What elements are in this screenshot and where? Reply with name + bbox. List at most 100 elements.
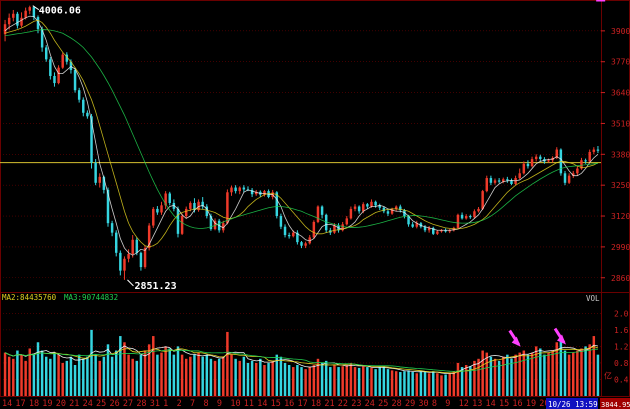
candle-body: [119, 252, 122, 271]
volume-bar: [168, 348, 171, 396]
volume-bar: [563, 350, 567, 396]
volume-bar: [485, 352, 489, 396]
date-tick-label: 15: [271, 399, 281, 409]
volume-bar: [543, 354, 546, 396]
date-tick-label: 28: [136, 399, 146, 409]
volume-bar: [518, 352, 521, 396]
candle-body: [205, 206, 209, 217]
ma-line-ma20: [5, 29, 598, 229]
candle-body: [168, 193, 171, 203]
date-tick-label: 21: [324, 399, 334, 409]
volume-bar: [419, 371, 423, 396]
date-tick-label: 29: [405, 399, 415, 409]
candle-body: [184, 208, 188, 217]
volume-bar: [551, 350, 554, 396]
candle-body: [502, 179, 505, 182]
volume-bar: [147, 344, 151, 396]
volume-bar: [152, 336, 155, 396]
candle-body: [77, 90, 81, 100]
candle-body: [292, 232, 295, 237]
candle-body: [44, 47, 48, 60]
volume-bar: [386, 369, 390, 396]
candle-body: [362, 204, 365, 212]
date-tick-label: 19: [42, 399, 52, 409]
candle-body: [415, 223, 419, 227]
candle-body: [114, 232, 118, 253]
date-tick-label: 14: [486, 399, 496, 409]
candle-body: [61, 54, 64, 68]
volume-bar: [172, 354, 176, 396]
volume-bar: [452, 371, 456, 396]
volume-bar: [390, 370, 394, 396]
candle-body: [57, 67, 60, 84]
volume-bar: [481, 350, 484, 396]
candle-body: [316, 206, 320, 222]
volume-bar: [7, 356, 11, 396]
candle-body: [7, 17, 11, 25]
volume-arrow-head: [511, 336, 521, 347]
candle-body: [382, 207, 386, 212]
volume-bar: [16, 350, 19, 396]
candle-body: [464, 216, 468, 219]
volume-bar: [539, 348, 542, 396]
high-label: 4006.06: [39, 6, 81, 17]
candle-body: [386, 211, 390, 214]
candle-body: [592, 149, 596, 152]
volume-bar: [394, 371, 398, 396]
volume-bar: [139, 354, 143, 396]
date-tick-label: 25: [378, 399, 388, 409]
status-time: 10/26 13:59: [548, 400, 598, 409]
candle-body: [40, 28, 44, 48]
candle-body: [16, 13, 19, 26]
volume-bar: [436, 373, 439, 396]
volume-bar: [341, 366, 344, 396]
date-tick-label: 24: [365, 399, 375, 409]
price-tick-label: 3250: [611, 181, 630, 190]
volume-bar: [345, 365, 349, 396]
volume-bar: [464, 365, 468, 396]
date-tick-label: 26: [109, 399, 119, 409]
price-tick-label: 3510: [611, 119, 630, 128]
candle-body: [370, 201, 373, 207]
volume-bar: [90, 329, 93, 396]
candle-body: [436, 231, 439, 234]
candle-body: [110, 223, 114, 233]
candle-body: [489, 178, 493, 183]
candle-body: [213, 220, 217, 230]
volume-bar: [209, 358, 213, 396]
date-tick-label: 24: [83, 399, 93, 409]
volume-bar: [77, 354, 81, 396]
volume-bar: [382, 366, 386, 396]
volume-bar: [205, 354, 209, 396]
volume-bars-group: [3, 329, 600, 396]
volume-bar: [143, 350, 147, 396]
candle-body: [254, 191, 258, 195]
candle-body: [518, 173, 521, 179]
candle-body: [530, 159, 534, 167]
candle-body: [296, 232, 299, 243]
candle-body: [427, 227, 431, 231]
price-tick-label: 2860: [611, 274, 630, 283]
date-tick-label: 28: [392, 399, 402, 409]
date-tick-label: 30: [418, 399, 428, 409]
volume-bar: [250, 360, 254, 396]
candle-body: [106, 189, 110, 224]
candle-body: [164, 193, 167, 206]
vol-tick-label: 0.4: [614, 375, 629, 384]
candle-body: [584, 160, 587, 162]
volume-bar: [300, 367, 303, 396]
volume-bar: [522, 350, 526, 396]
candle-body: [485, 178, 489, 192]
status-value-box: [600, 398, 630, 409]
candle-body: [283, 226, 287, 236]
volume-bar: [65, 360, 69, 396]
volume-bar: [86, 356, 89, 396]
date-tick-label: 20: [56, 399, 66, 409]
candle-body: [460, 214, 464, 219]
volume-bar: [123, 342, 126, 396]
volume-bar: [510, 358, 513, 396]
candle-body: [65, 54, 69, 62]
candle-body: [510, 180, 513, 184]
date-tick-label: 9: [217, 399, 222, 409]
